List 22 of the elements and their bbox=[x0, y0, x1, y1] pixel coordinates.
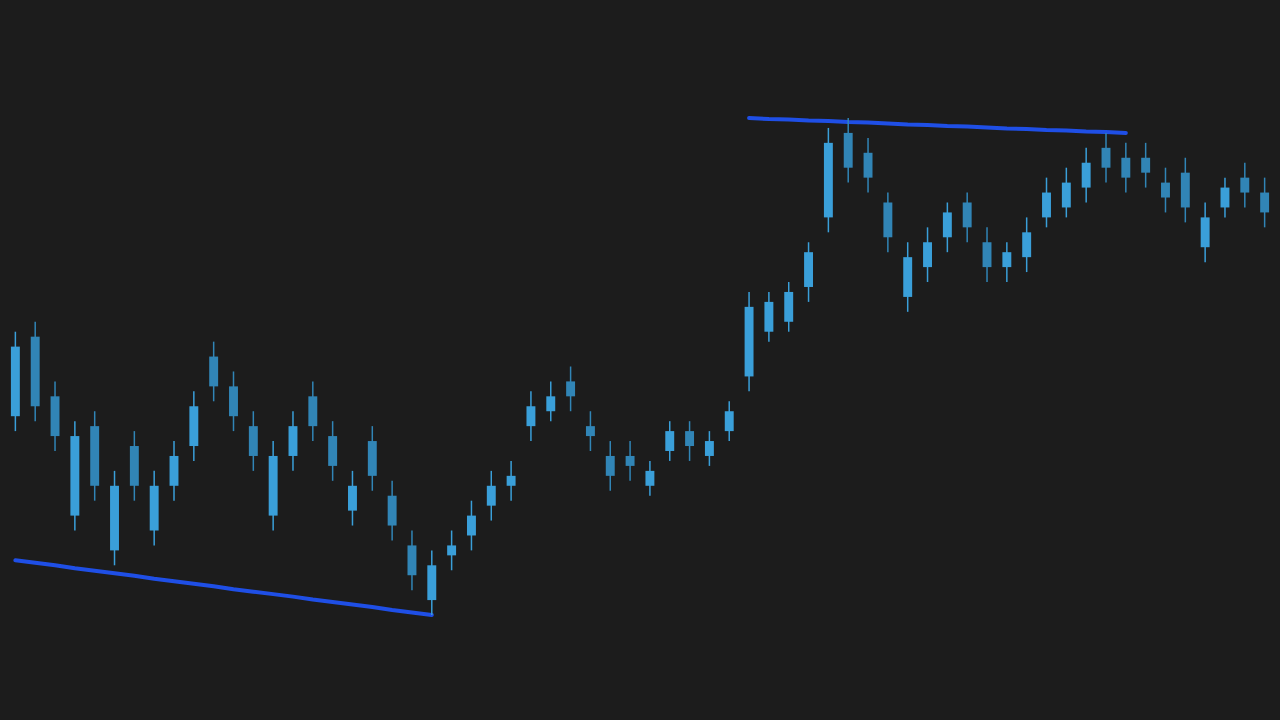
candlestick bbox=[704, 430, 714, 467]
candlestick bbox=[645, 460, 655, 497]
candlestick bbox=[1002, 241, 1012, 283]
candlestick bbox=[447, 529, 457, 572]
candlestick bbox=[1121, 142, 1131, 194]
candlestick bbox=[605, 440, 615, 492]
candlestick bbox=[1101, 132, 1111, 184]
candlestick bbox=[486, 470, 496, 522]
candlestick bbox=[665, 420, 675, 462]
candlestick bbox=[506, 460, 516, 502]
candlestick bbox=[625, 440, 635, 482]
candlestick bbox=[685, 420, 695, 462]
candlestick bbox=[526, 390, 536, 442]
candlestick bbox=[546, 380, 556, 422]
candlestick bbox=[466, 499, 476, 552]
candlestick bbox=[566, 365, 576, 412]
candlestick bbox=[1260, 176, 1270, 229]
candlestick bbox=[1141, 142, 1151, 189]
candlestick bbox=[1161, 166, 1170, 214]
candlestick bbox=[585, 410, 595, 452]
candlestick bbox=[724, 400, 734, 442]
candlestick bbox=[1240, 161, 1250, 209]
